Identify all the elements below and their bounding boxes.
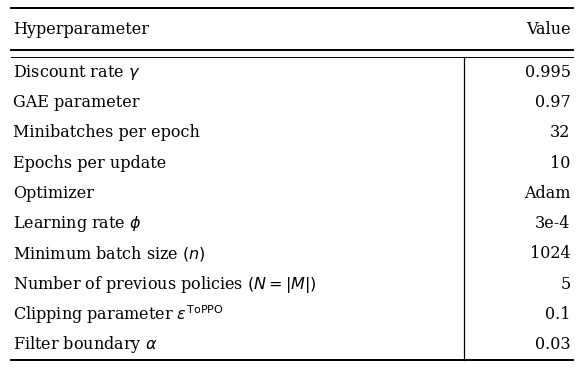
Text: 3e-4: 3e-4 bbox=[535, 215, 571, 232]
Text: Epochs per update: Epochs per update bbox=[13, 155, 166, 171]
Text: 10: 10 bbox=[550, 155, 571, 171]
Text: Minimum batch size $(n)$: Minimum batch size $(n)$ bbox=[13, 244, 206, 263]
Text: Clipping parameter $\epsilon^{\mathrm{ToPPO}}$: Clipping parameter $\epsilon^{\mathrm{To… bbox=[13, 303, 224, 326]
Text: 5: 5 bbox=[560, 276, 571, 293]
Text: 0.97: 0.97 bbox=[535, 94, 571, 111]
Text: Filter boundary $\alpha$: Filter boundary $\alpha$ bbox=[13, 334, 158, 355]
Text: 32: 32 bbox=[550, 124, 571, 141]
Text: Hyperparameter: Hyperparameter bbox=[13, 21, 150, 38]
Text: 0.03: 0.03 bbox=[535, 336, 571, 353]
Text: Value: Value bbox=[526, 21, 571, 38]
Text: 0.1: 0.1 bbox=[545, 306, 571, 323]
Text: Optimizer: Optimizer bbox=[13, 185, 95, 202]
Text: GAE parameter: GAE parameter bbox=[13, 94, 140, 111]
Text: Learning rate $\phi$: Learning rate $\phi$ bbox=[13, 213, 142, 234]
Text: Discount rate $\gamma$: Discount rate $\gamma$ bbox=[13, 63, 141, 82]
Text: 1024: 1024 bbox=[530, 245, 571, 262]
Text: Adam: Adam bbox=[524, 185, 571, 202]
Text: Minibatches per epoch: Minibatches per epoch bbox=[13, 124, 200, 141]
Text: 0.995: 0.995 bbox=[524, 64, 571, 81]
Text: Number of previous policies $(N = |M|)$: Number of previous policies $(N = |M|)$ bbox=[13, 274, 317, 295]
